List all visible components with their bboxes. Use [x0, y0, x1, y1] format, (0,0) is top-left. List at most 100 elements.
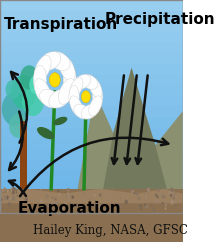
Circle shape [3, 196, 7, 200]
Circle shape [165, 204, 167, 206]
Circle shape [17, 195, 18, 197]
Circle shape [46, 194, 49, 198]
Circle shape [22, 87, 44, 116]
Circle shape [55, 198, 57, 201]
Circle shape [172, 196, 175, 200]
Ellipse shape [59, 79, 75, 104]
Circle shape [92, 204, 95, 207]
Circle shape [40, 199, 43, 203]
Circle shape [70, 195, 72, 198]
Ellipse shape [89, 77, 102, 98]
Circle shape [161, 199, 163, 201]
Circle shape [76, 204, 78, 206]
Text: Hailey King, NASA, GFSC: Hailey King, NASA, GFSC [33, 224, 187, 237]
Circle shape [51, 208, 53, 212]
Circle shape [29, 75, 44, 94]
Bar [0, 202, 183, 213]
Bar [0, 149, 183, 160]
Ellipse shape [74, 75, 91, 89]
Circle shape [52, 202, 55, 205]
Circle shape [28, 206, 29, 208]
Circle shape [9, 114, 28, 138]
Text: Evaporation: Evaporation [18, 201, 121, 216]
Circle shape [107, 208, 110, 211]
Circle shape [170, 188, 174, 192]
Circle shape [161, 195, 165, 199]
Circle shape [8, 202, 11, 207]
Circle shape [20, 201, 24, 205]
Circle shape [52, 197, 53, 198]
Circle shape [122, 193, 124, 195]
Ellipse shape [70, 96, 83, 116]
Circle shape [170, 200, 174, 204]
Circle shape [12, 196, 15, 201]
Bar [0, 0, 183, 213]
Circle shape [96, 204, 97, 206]
Circle shape [155, 199, 158, 203]
Circle shape [144, 192, 145, 194]
Circle shape [50, 208, 53, 212]
Circle shape [81, 91, 90, 103]
Circle shape [8, 197, 11, 201]
Ellipse shape [89, 96, 102, 116]
Ellipse shape [74, 104, 91, 119]
Circle shape [20, 194, 23, 198]
Bar [0, 160, 183, 170]
Circle shape [11, 75, 37, 109]
Ellipse shape [37, 127, 54, 139]
Circle shape [57, 190, 60, 192]
Circle shape [175, 201, 177, 204]
Circle shape [63, 207, 65, 209]
Ellipse shape [40, 52, 61, 70]
Circle shape [150, 202, 151, 204]
Circle shape [144, 195, 147, 198]
Circle shape [170, 189, 173, 193]
Circle shape [49, 73, 60, 87]
Ellipse shape [34, 79, 51, 104]
Circle shape [47, 203, 50, 208]
Circle shape [145, 204, 149, 209]
Bar [0, 0, 183, 11]
Ellipse shape [49, 89, 70, 108]
Circle shape [117, 208, 118, 210]
Circle shape [12, 191, 15, 195]
Circle shape [104, 199, 106, 201]
Circle shape [3, 188, 6, 192]
Circle shape [169, 191, 171, 195]
Circle shape [111, 206, 113, 209]
Circle shape [9, 197, 12, 200]
Circle shape [41, 208, 43, 210]
Polygon shape [77, 68, 183, 194]
Bar [0, 85, 183, 96]
Circle shape [10, 188, 14, 192]
Circle shape [144, 203, 146, 206]
Polygon shape [102, 68, 168, 194]
Circle shape [7, 189, 9, 193]
Circle shape [54, 206, 57, 210]
Circle shape [109, 194, 110, 196]
Circle shape [157, 196, 159, 198]
Bar [0, 189, 183, 242]
Circle shape [163, 196, 165, 198]
Circle shape [12, 187, 15, 191]
Ellipse shape [92, 85, 103, 108]
Bar [0, 128, 183, 138]
Circle shape [61, 206, 64, 210]
Circle shape [2, 189, 4, 192]
Circle shape [112, 207, 114, 209]
Circle shape [67, 192, 69, 195]
Circle shape [99, 193, 102, 197]
Circle shape [5, 196, 7, 198]
Circle shape [67, 188, 70, 192]
Circle shape [0, 191, 2, 195]
Circle shape [67, 207, 70, 211]
Circle shape [147, 188, 150, 192]
Bar [0, 75, 183, 85]
Circle shape [20, 65, 38, 90]
Ellipse shape [33, 65, 46, 94]
Bar [0, 192, 183, 202]
Circle shape [0, 198, 2, 201]
Ellipse shape [81, 75, 98, 89]
Circle shape [155, 194, 158, 197]
Circle shape [15, 188, 16, 190]
